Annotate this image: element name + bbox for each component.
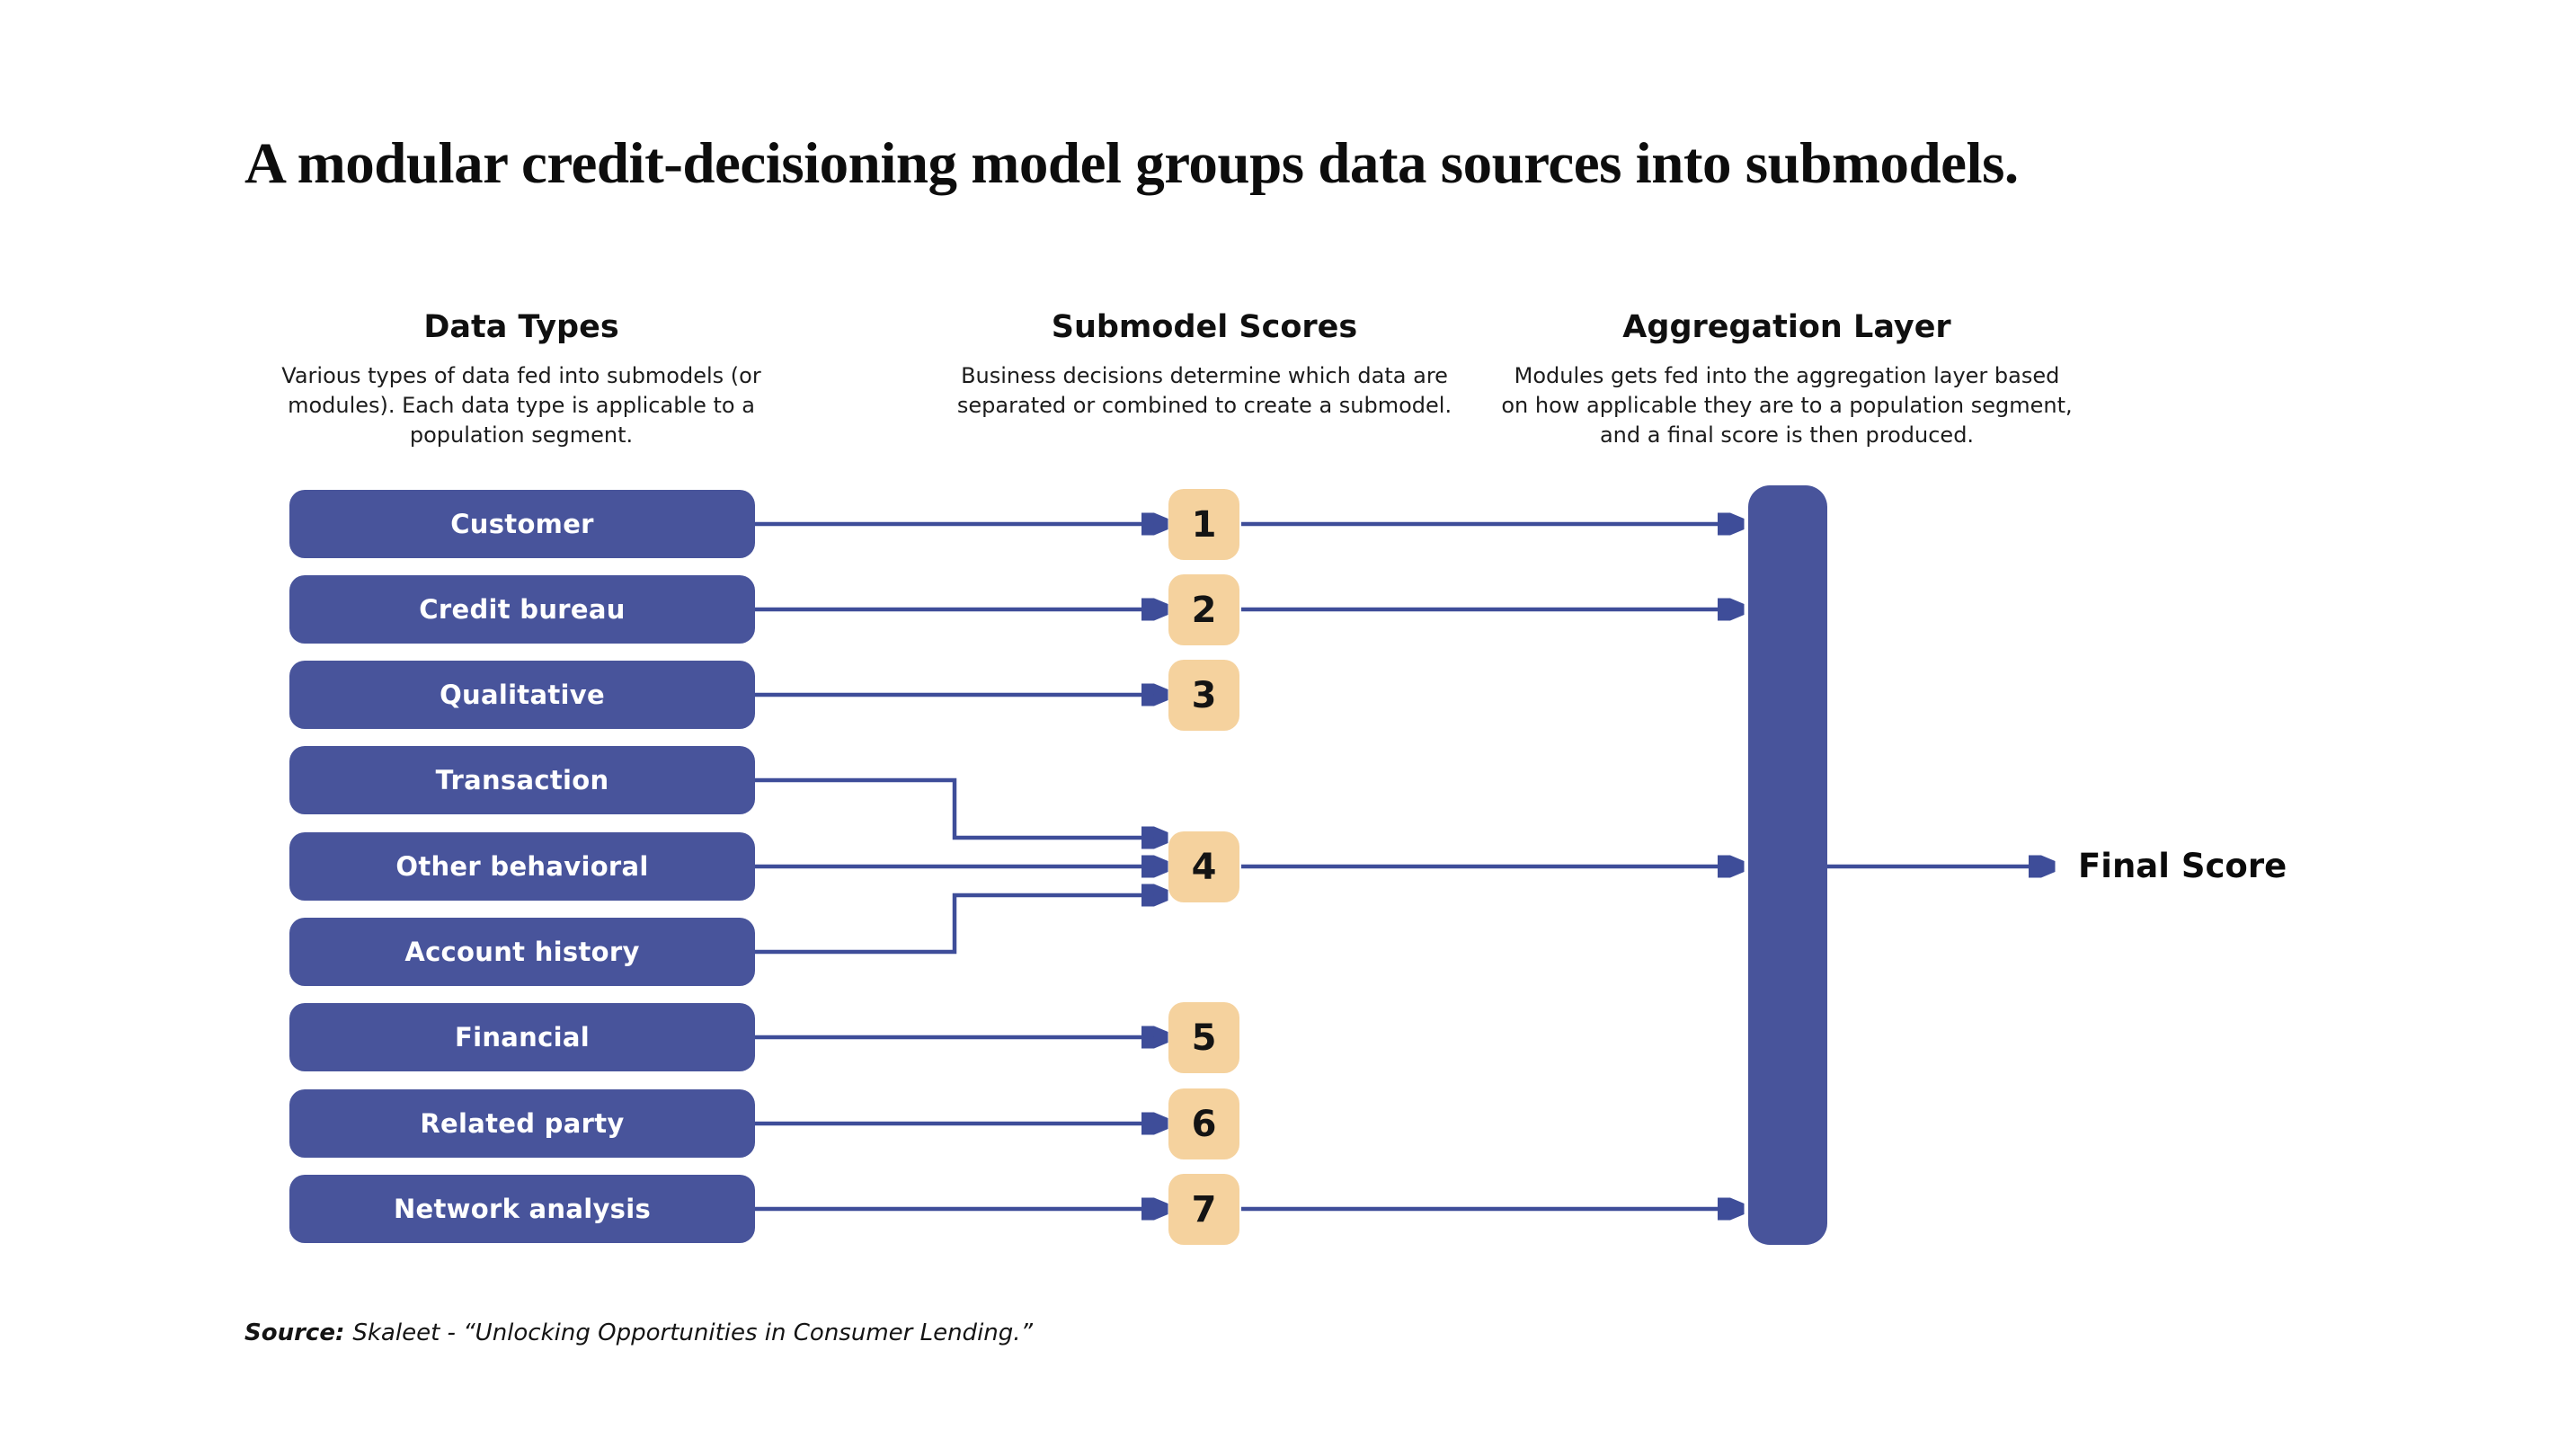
data-type-box-customer: Customer xyxy=(289,490,755,558)
source-label: Source: xyxy=(244,1319,345,1346)
submodel-score-number: 7 xyxy=(1191,1188,1217,1230)
submodel-score-box-4: 4 xyxy=(1168,831,1239,902)
data-type-box-credit-bureau: Credit bureau xyxy=(289,575,755,644)
data-type-label: Related party xyxy=(420,1108,625,1139)
final-score-label: Final Score xyxy=(2078,847,2287,885)
data-type-label: Customer xyxy=(450,509,594,539)
data-type-label: Network analysis xyxy=(393,1194,652,1224)
arrow-transaction-to-score4 xyxy=(755,777,1166,838)
source-line: Source: Skaleet - “Unlocking Opportunitie… xyxy=(244,1319,1033,1346)
submodel-score-box-3: 3 xyxy=(1168,660,1239,731)
column-aggregation-layer: Aggregation Layer Modules gets fed into … xyxy=(1477,309,2097,450)
data-type-label: Financial xyxy=(455,1022,590,1053)
source-citation: Skaleet - “Unlocking Opportunities in Co… xyxy=(352,1319,1034,1346)
aggregation-layer-bar xyxy=(1748,485,1827,1245)
column-submodel-scores: Submodel Scores Business decisions deter… xyxy=(908,309,1501,421)
data-type-box-transaction: Transaction xyxy=(289,746,755,814)
column-data-types: Data Types Various types of data fed int… xyxy=(225,309,818,450)
data-type-label: Transaction xyxy=(435,765,609,795)
data-type-box-account-history: Account history xyxy=(289,918,755,986)
column-heading-aggregation-layer: Aggregation Layer xyxy=(1622,309,1951,345)
submodel-score-number: 1 xyxy=(1191,503,1217,546)
column-description-aggregation-layer: Modules gets fed into the aggregation la… xyxy=(1501,363,2073,449)
column-description-submodel-scores: Business decisions determine which data … xyxy=(956,363,1452,419)
data-type-box-qualitative: Qualitative xyxy=(289,661,755,729)
submodel-score-box-6: 6 xyxy=(1168,1088,1239,1159)
data-type-box-financial: Financial xyxy=(289,1003,755,1071)
data-type-label: Account history xyxy=(404,937,640,967)
submodel-score-number: 3 xyxy=(1191,674,1217,716)
data-type-box-other-behavioral: Other behavioral xyxy=(289,832,755,901)
data-type-box-network-analysis: Network analysis xyxy=(289,1175,755,1243)
arrow-account-history-to-score4 xyxy=(755,895,1166,955)
submodel-score-number: 4 xyxy=(1191,846,1217,888)
submodel-score-box-1: 1 xyxy=(1168,489,1239,560)
data-type-box-related-party: Related party xyxy=(289,1089,755,1158)
submodel-score-number: 2 xyxy=(1191,589,1217,631)
column-description-data-types: Various types of data fed into submodels… xyxy=(281,363,761,449)
submodel-score-box-2: 2 xyxy=(1168,574,1239,645)
submodel-score-number: 6 xyxy=(1191,1103,1217,1145)
submodel-score-box-5: 5 xyxy=(1168,1002,1239,1073)
data-type-label: Credit bureau xyxy=(419,594,626,625)
data-type-label: Qualitative xyxy=(440,680,605,710)
column-heading-data-types: Data Types xyxy=(423,309,619,345)
page-title: A modular credit-decisioning model group… xyxy=(244,130,2019,196)
data-type-label: Other behavioral xyxy=(395,851,649,882)
submodel-score-number: 5 xyxy=(1191,1017,1217,1059)
column-heading-submodel-scores: Submodel Scores xyxy=(1051,309,1358,345)
submodel-score-box-7: 7 xyxy=(1168,1174,1239,1245)
